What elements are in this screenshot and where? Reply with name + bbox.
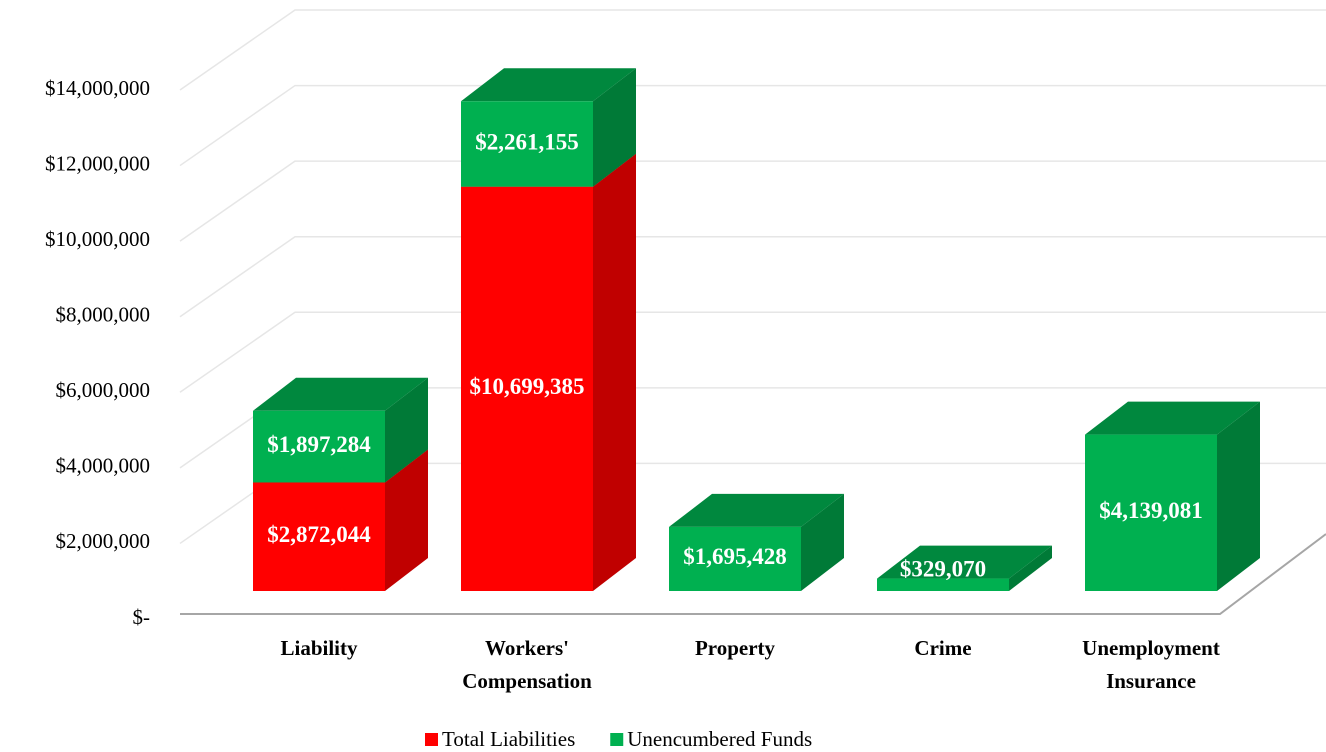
x-tick-label: Unemployment Insurance — [1082, 636, 1220, 693]
grid-line — [179, 9, 1326, 91]
bar-segment — [253, 377, 428, 483]
y-tick-label: $8,000,000 — [56, 303, 151, 327]
bar-front — [461, 186, 593, 591]
bar-top — [877, 545, 1052, 579]
bar-side — [1217, 401, 1260, 591]
legend-label: Total Liabilities — [442, 727, 575, 751]
bar-top — [669, 493, 844, 527]
bar-top — [253, 377, 428, 411]
data-label: $329,070 — [900, 556, 986, 581]
y-tick-label: $- — [133, 605, 151, 629]
bar-side — [593, 68, 636, 187]
bar-segment — [669, 493, 844, 591]
bar-front — [877, 578, 1009, 591]
x-tick-label: Workers' Compensation — [462, 636, 592, 693]
bar-top — [461, 68, 636, 102]
bar-segment — [1085, 401, 1260, 591]
bar-front — [1085, 434, 1217, 591]
y-tick-label: $2,000,000 — [56, 529, 151, 553]
bar-front — [253, 410, 385, 483]
grid-line — [179, 84, 1326, 167]
data-label: $2,872,044 — [267, 522, 371, 547]
x-tick-label: Liability — [280, 636, 358, 660]
legend-swatch — [610, 733, 624, 746]
data-label: $1,897,284 — [267, 432, 371, 457]
y-tick-label: $4,000,000 — [56, 454, 151, 478]
y-tick-label: $10,000,000 — [45, 227, 150, 251]
legend-label: Unencumbered Funds — [627, 727, 812, 751]
legend-swatch — [425, 733, 438, 746]
y-tick-label: $12,000,000 — [45, 151, 150, 175]
data-label: $1,695,428 — [683, 544, 787, 569]
bar-side — [385, 449, 428, 591]
bar-top — [1085, 401, 1260, 435]
x-tick-label: Property — [695, 636, 776, 660]
bar-side — [1009, 545, 1052, 591]
y-tick-label: $6,000,000 — [56, 378, 151, 402]
bar-front — [461, 101, 593, 187]
grid-line — [179, 311, 1326, 393]
grid-line — [179, 160, 1326, 242]
bar-segment — [877, 545, 1052, 591]
bar-segment — [461, 68, 636, 187]
bar-side — [385, 377, 428, 483]
data-label: $10,699,385 — [470, 374, 585, 399]
x-tick-label: Crime — [914, 636, 971, 660]
bar-front — [669, 526, 801, 591]
bar-segment — [461, 153, 636, 591]
bar-side — [593, 153, 636, 591]
y-tick-label: $14,000,000 — [45, 76, 150, 100]
grid-line — [179, 235, 1326, 318]
floor-edge — [180, 533, 1326, 615]
bar-side — [801, 493, 844, 591]
bar-front — [253, 482, 385, 591]
data-label: $2,261,155 — [475, 129, 579, 154]
data-label: $4,139,081 — [1099, 498, 1203, 523]
